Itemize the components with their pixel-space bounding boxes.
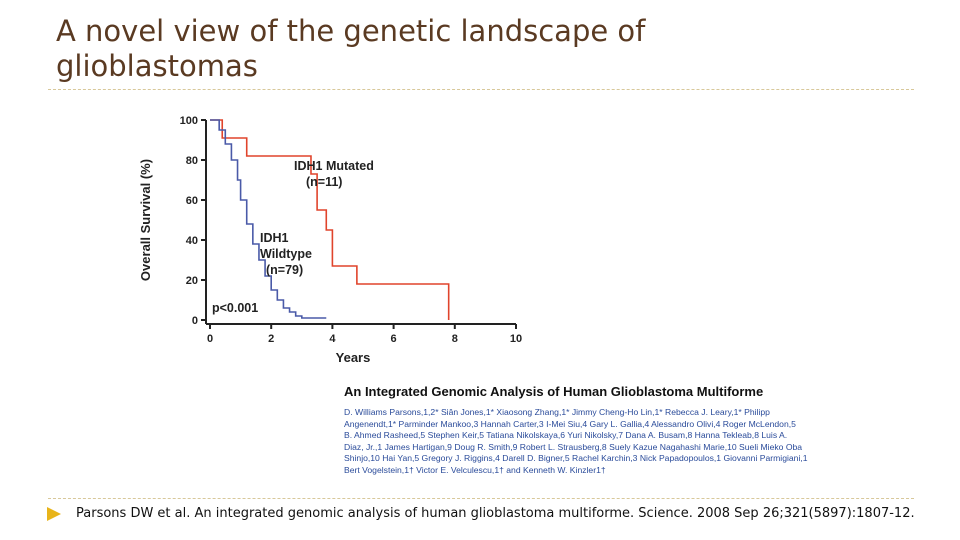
annotation: IDH1 Mutated (294, 159, 374, 173)
annotation: (n=79) (266, 263, 303, 277)
x-axis-label: Years (336, 350, 371, 365)
paper-title: An Integrated Genomic Analysis of Human … (344, 384, 764, 399)
citation: Parsons DW et al. An integrated genomic … (76, 506, 915, 521)
author-line: B. Ahmed Rasheed,5 Stephen Keir,5 Tatian… (344, 430, 788, 441)
y-tick-label: 60 (186, 195, 198, 207)
y-tick-label: 40 (186, 235, 198, 247)
x-tick-label: 8 (452, 333, 458, 345)
slide-title: A novel view of the genetic landscape of… (56, 14, 646, 83)
x-tick-label: 10 (510, 333, 522, 345)
x-tick-label: 4 (329, 333, 336, 345)
y-axis-label: Overall Survival (%) (138, 159, 153, 281)
author-line: Bert Vogelstein,1† Victor E. Velculescu,… (344, 464, 606, 475)
divider (48, 89, 914, 90)
chart: 0 20 40 60 80 100 0 2 4 6 8 10 Years Overall Survival… (138, 115, 522, 365)
x-tick-label: 2 (268, 333, 274, 345)
survival-curve (210, 119, 450, 320)
annotation: IDH1 (260, 231, 289, 245)
annotation: p<0.001 (212, 301, 258, 315)
survival-curve (210, 119, 327, 319)
y-tick-label: 100 (180, 115, 198, 127)
paper-header: An Integrated Genomic Analysis of Human … (344, 384, 844, 477)
y-tick-label: 20 (186, 275, 198, 287)
x-tick-label: 0 (207, 333, 213, 345)
author-list: D. Williams Parsons,1,2* Siân Jones,1* X… (344, 407, 844, 477)
author-line: Shinjo,10 Hai Yan,5 Gregory J. Riggins,4… (344, 453, 808, 464)
annotation: Wildtype (260, 247, 312, 261)
annotation: (n=11) (306, 175, 342, 189)
author-line: Angenendt,1* Parminder Mankoo,3 Hannah C… (344, 418, 796, 429)
y-tick-label: 80 (186, 155, 198, 167)
author-line: D. Williams Parsons,1,2* Siân Jones,1* X… (344, 407, 770, 417)
x-tick-label: 6 (391, 333, 397, 345)
bullet (47, 507, 61, 521)
y-tick-label: 0 (192, 315, 198, 327)
divider (48, 498, 914, 499)
author-line: Diaz, Jr.,1 James Hartigan,9 Doug R. Smi… (344, 441, 803, 452)
